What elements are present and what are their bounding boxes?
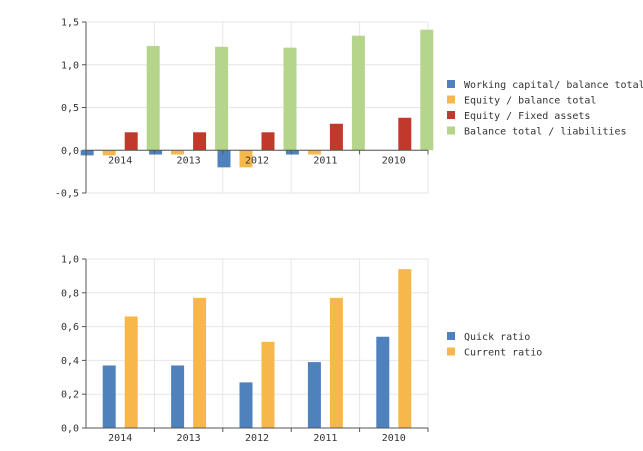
bar-2-2014 xyxy=(124,132,138,151)
bar-2-2013 xyxy=(193,132,207,151)
x-tick-label: 2012 xyxy=(245,155,269,166)
legend-label-0: Working capital/ balance total xyxy=(464,80,643,91)
legend-label-0: Quick ratio xyxy=(464,332,530,343)
bar-3-2011 xyxy=(351,35,365,151)
x-tick-label: 2014 xyxy=(108,433,132,444)
legend-label-3: Balance total / liabilities xyxy=(464,127,627,138)
bar-0-2014 xyxy=(102,365,116,428)
x-tick-label: 2013 xyxy=(177,155,201,166)
legend-label-1: Current ratio xyxy=(464,348,542,359)
bar-3-2013 xyxy=(215,46,229,151)
bar-0-2012 xyxy=(239,382,253,428)
chart-liquidity-bottom: 1,0 0,8 0,6 0,4 0,2 0,0 2014 2013 2012 2011 2010 Qu… xyxy=(61,255,542,445)
bar-1-2013 xyxy=(193,297,207,428)
y-tick-label: 1,0 xyxy=(61,60,79,71)
y-tick-label: 0,4 xyxy=(61,356,79,367)
bar-1-2011 xyxy=(329,297,343,428)
legend-swatch-0 xyxy=(447,80,455,88)
x-tick-label: 2011 xyxy=(313,433,337,444)
y-tick-label: 0,0 xyxy=(61,146,79,157)
bar-1-2011 xyxy=(307,150,321,155)
legend-swatch-1 xyxy=(447,347,455,356)
bar-1-2014 xyxy=(102,150,116,156)
bar-0-2013 xyxy=(149,150,163,155)
bar-2-2011 xyxy=(329,123,343,151)
y-tick-label: 0,2 xyxy=(61,390,79,401)
bar-0-2012 xyxy=(217,150,231,168)
bar-1-2012 xyxy=(261,341,275,428)
legend-label-1: Equity / balance total xyxy=(464,96,596,107)
bar-3-2014 xyxy=(146,45,160,151)
bar-0-2013 xyxy=(171,365,185,428)
y-tick-label: 0,8 xyxy=(61,288,79,299)
y-tick-label: 0,5 xyxy=(61,103,79,114)
legend-swatch-1 xyxy=(447,95,455,104)
bar-3-2012 xyxy=(283,47,297,151)
bar-0-2011 xyxy=(307,362,321,428)
y-tick-label: 1,0 xyxy=(61,255,79,266)
y-tick-label: 0,0 xyxy=(61,424,79,435)
legend-swatch-3 xyxy=(447,126,455,135)
x-tick-label: 2013 xyxy=(177,433,201,444)
bar-0-2014 xyxy=(80,150,94,156)
legend-label-2: Equity / Fixed assets xyxy=(464,111,590,122)
bar-1-2014 xyxy=(124,316,138,428)
bar-2-2012 xyxy=(261,132,275,151)
bar-2-2010 xyxy=(398,117,412,151)
legend-swatch-0 xyxy=(447,332,455,340)
x-tick-label: 2010 xyxy=(382,433,406,444)
bar-3-2010 xyxy=(420,29,434,151)
y-tick-label: 0,6 xyxy=(61,322,79,333)
x-tick-label: 2012 xyxy=(245,433,269,444)
bar-1-2013 xyxy=(171,150,185,155)
y-tick-label: -0,5 xyxy=(55,189,79,200)
x-tick-label: 2010 xyxy=(382,155,406,166)
bar-0-2011 xyxy=(285,150,299,155)
bar-1-2010 xyxy=(398,269,412,428)
bar-1-2012 xyxy=(239,150,253,168)
x-tick-label: 2011 xyxy=(313,155,337,166)
y-tick-label: 1,5 xyxy=(61,18,79,29)
legend-swatch-2 xyxy=(447,111,455,119)
chart-ratios-top: 1,5 1,0 0,5 0,0 -0,5 2014 2013 2012 2011 2010 Work… xyxy=(55,18,643,200)
x-tick-label: 2014 xyxy=(108,155,132,166)
bar-0-2010 xyxy=(376,336,390,428)
